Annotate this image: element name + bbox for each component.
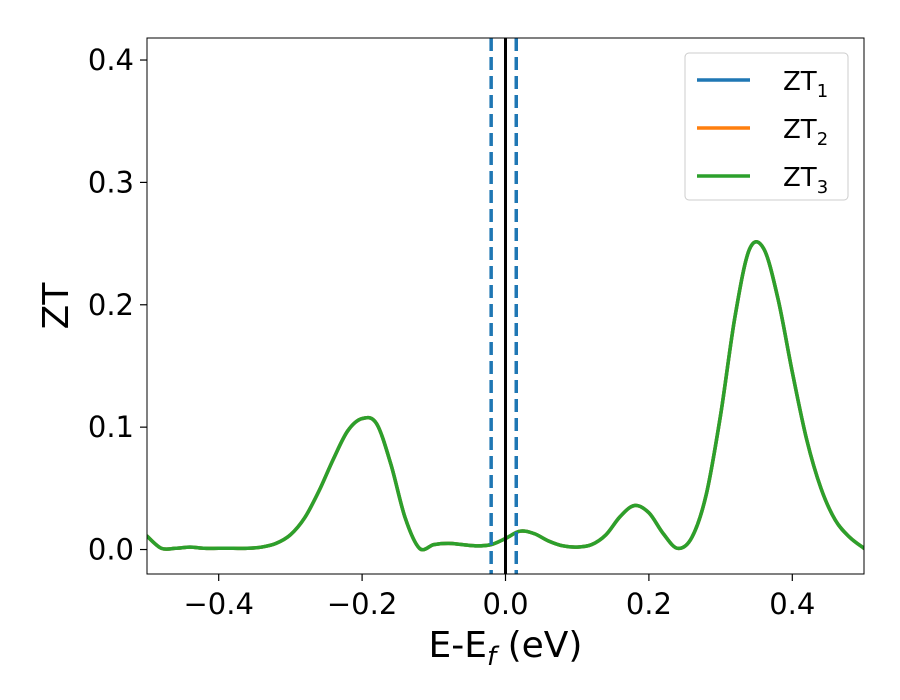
x-tick-label: 0.0 <box>482 587 528 621</box>
legend: ZT1 ZT2 ZT3 <box>684 52 849 201</box>
y-axis: 0.0 0.1 0.2 0.3 0.4 <box>88 43 147 567</box>
x-axis-label: E-Ef (eV) <box>429 625 583 672</box>
y-axis-label: ZT <box>36 282 77 330</box>
x-tick-label: 0.2 <box>626 587 672 621</box>
legend-item-zt2: ZT2 <box>697 115 828 150</box>
legend-item-zt1: ZT1 <box>697 67 828 102</box>
legend-item-zt3: ZT3 <box>697 163 828 198</box>
legend-label: ZT1 <box>783 67 828 102</box>
x-axis: −0.4 −0.2 0.0 0.2 0.4 <box>183 574 815 621</box>
x-tick-label: −0.2 <box>327 587 397 621</box>
y-tick-label: 0.0 <box>88 533 134 567</box>
y-tick-label: 0.4 <box>88 43 134 77</box>
x-tick-label: 0.4 <box>769 587 815 621</box>
x-axis-label-unit: (eV) <box>496 625 582 666</box>
series-layer <box>147 240 864 552</box>
y-tick-label: 0.3 <box>88 165 134 199</box>
y-tick-label: 0.1 <box>88 410 134 444</box>
legend-label: ZT3 <box>783 163 828 198</box>
legend-box <box>684 52 849 201</box>
legend-label: ZT2 <box>783 115 828 150</box>
reference-lines <box>489 38 519 574</box>
x-tick-label: −0.4 <box>183 587 253 621</box>
y-tick-label: 0.2 <box>88 288 134 322</box>
x-axis-label-main: E-E <box>429 625 487 666</box>
series-line-zt3 <box>147 240 864 552</box>
